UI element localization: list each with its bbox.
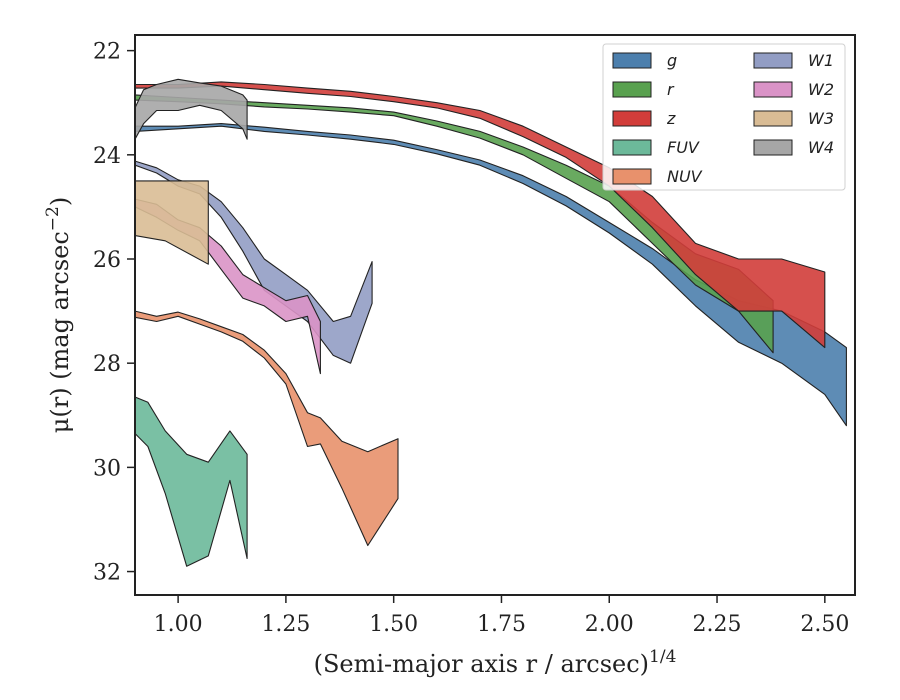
legend-label-z: z [666,109,676,128]
x-tick-label: 2.50 [800,612,849,637]
series-band-fuv [135,396,248,567]
series-band-z [135,81,826,349]
y-tick-label: 22 [93,40,121,65]
x-tick-label: 1.50 [369,612,418,637]
y-tick-label: 26 [93,248,121,273]
series-band-r [135,94,774,354]
legend-swatch-w1 [753,52,793,69]
legend-swatch-w3 [753,110,793,127]
x-tick-label: 2.25 [693,612,742,637]
legend: grz FUV NUV W1 W2 W3 W4 [602,43,846,191]
y-axis: 22 24 26 28 30 32 [93,40,135,586]
y-tick-label: 28 [93,352,121,377]
legend-label-r: r [667,80,675,99]
y-tick-label: 32 [93,561,121,586]
legend-swatch-w2 [753,81,793,98]
x-tick-label: 1.75 [477,612,526,637]
y-tick-label: 24 [93,144,121,169]
y-tick-label: 30 [93,456,121,481]
legend-swatch-g [612,52,652,69]
x-axis-label: (Semi-major axis r / arcsec)1/4 [314,647,677,678]
x-axis: 1.00 1.25 1.50 1.75 2.00 2.25 2.50 [154,595,849,637]
series-band-g [135,123,847,427]
legend-label-w1: W1 [808,51,834,70]
legend-swatch-r [612,81,652,98]
legend-label-w3: W3 [808,109,834,128]
legend-label-nuv: NUV [667,167,703,186]
y-axis-label: μ(r) (mag arcsec−2) [43,197,74,433]
legend-swatch-z [612,110,652,127]
x-tick-label: 2.00 [585,612,634,637]
legend-swatch-fuv [612,139,652,156]
x-tick-label: 1.00 [154,612,203,637]
x-tick-label: 1.25 [261,612,310,637]
legend-swatch-nuv [612,168,652,185]
series-band-nuv [135,310,399,547]
legend-label-w2: W2 [808,80,834,99]
legend-label-w4: W4 [808,138,834,157]
series-band-w4 [135,78,248,140]
legend-label-g: g [667,51,677,70]
plot-frame [134,34,856,596]
series-layer [135,78,847,567]
legend-label-fuv: FUV [667,138,700,157]
legend-swatch-w4 [753,139,793,156]
series-band-w3 [135,180,209,265]
